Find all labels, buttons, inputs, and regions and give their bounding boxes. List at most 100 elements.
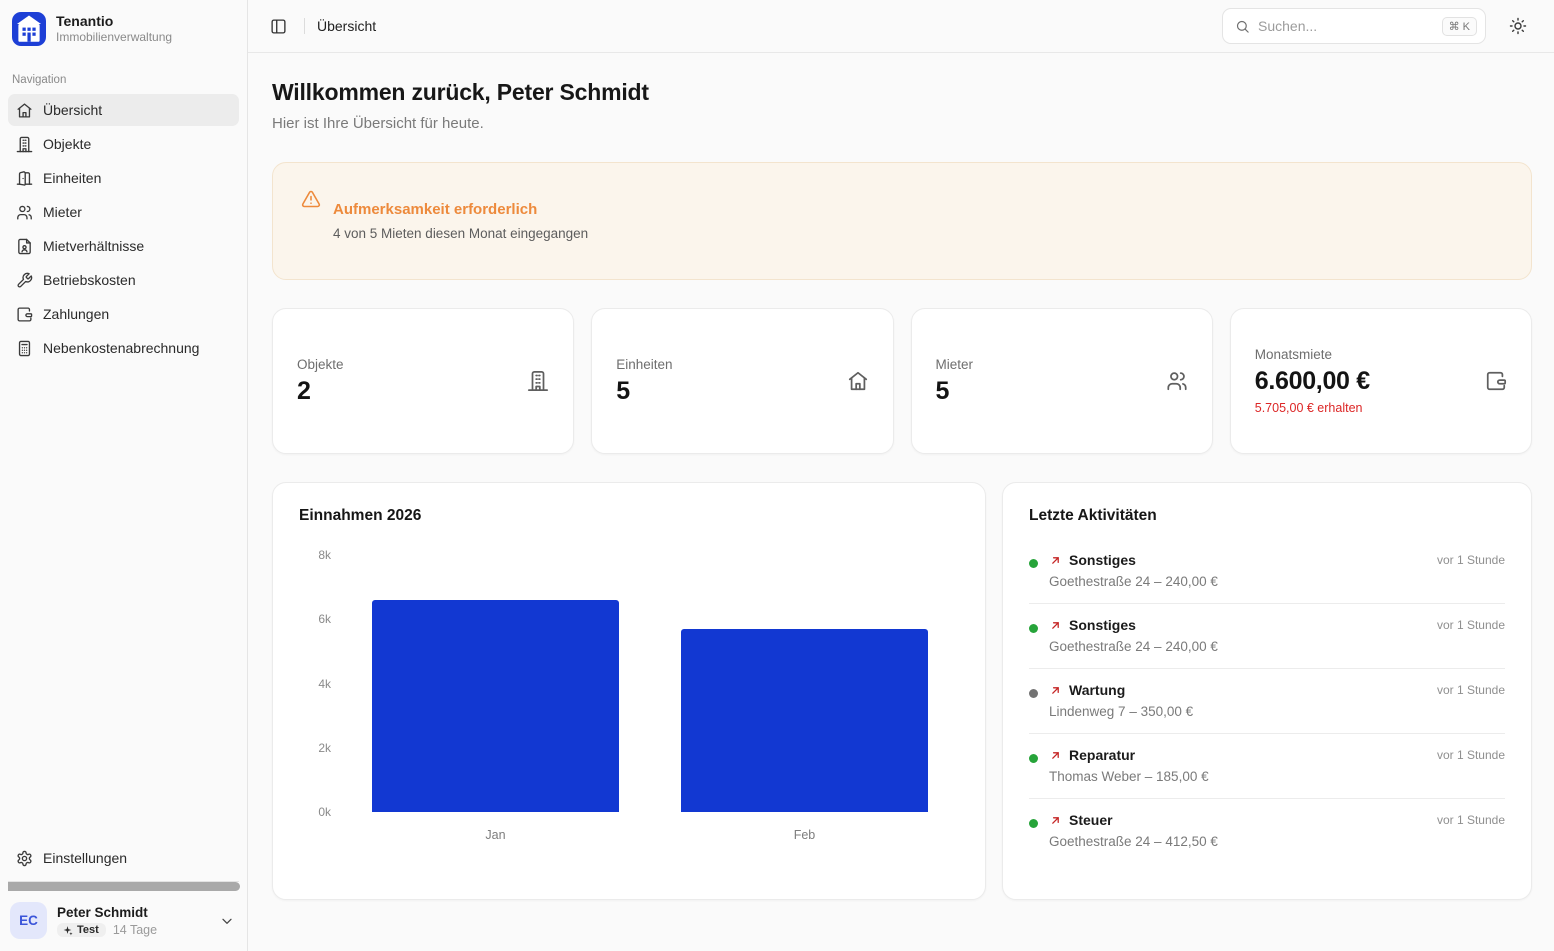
activity-detail: Thomas Weber – 185,00 € xyxy=(1049,769,1209,784)
activities-title: Letzte Aktivitäten xyxy=(1029,507,1157,524)
warning-triangle-icon xyxy=(301,189,321,209)
search-shortcut-kbd: ⌘ K xyxy=(1441,16,1477,36)
arrow-up-right-icon xyxy=(1049,749,1062,762)
page-subtitle: Hier ist Ihre Übersicht für heute. xyxy=(272,115,484,132)
sidebar-item-nebenkostenabrechnung[interactable]: Nebenkostenabrechnung xyxy=(8,332,239,364)
gear-icon xyxy=(16,850,33,867)
chart-plot xyxy=(341,555,959,812)
sidebar-item-einstellungen[interactable]: Einstellungen xyxy=(8,841,239,875)
stat-label: Mieter xyxy=(935,356,974,372)
main-column: Übersicht ⌘ K Willkommen zurück, Peter S… xyxy=(248,0,1554,951)
wrench-icon xyxy=(16,272,33,289)
activity-item[interactable]: Reparatur vor 1 Stunde Thomas Weber – 18… xyxy=(1029,734,1505,799)
activity-detail: Lindenweg 7 – 350,00 € xyxy=(1049,704,1194,719)
bar-jan[interactable] xyxy=(371,599,620,812)
bar-chart: 8k 6k 4k 2k 0k Jan Feb xyxy=(299,548,959,842)
activity-time: vor 1 Stunde xyxy=(1436,748,1505,762)
trial-days: 14 Tage xyxy=(112,923,158,938)
sidebar-item-label: Mietverhältnisse xyxy=(43,238,145,254)
topbar-divider xyxy=(304,18,305,34)
sidebar-item-label: Betriebskosten xyxy=(43,272,136,288)
wallet-icon xyxy=(16,306,33,323)
sidebar-item-label: Übersicht xyxy=(43,102,103,118)
sidebar-item-label: Mieter xyxy=(43,204,82,220)
search-icon xyxy=(1235,19,1250,34)
topbar: Übersicht ⌘ K xyxy=(248,0,1554,53)
activity-title: Wartung xyxy=(1069,682,1126,698)
user-name: Peter Schmidt xyxy=(57,904,148,920)
plan-badge: Test xyxy=(57,923,106,938)
activity-title: Sonstiges xyxy=(1069,617,1136,633)
sidebar-item-zahlungen[interactable]: Zahlungen xyxy=(8,298,239,330)
status-dot xyxy=(1029,754,1038,763)
sidebar: Tenantio Immobilienverwaltung Navigation… xyxy=(0,0,248,951)
search-box[interactable]: ⌘ K xyxy=(1222,8,1486,44)
app-brand[interactable]: Tenantio Immobilienverwaltung xyxy=(0,0,247,56)
door-open-icon xyxy=(16,170,33,187)
activity-title: Reparatur xyxy=(1069,747,1136,763)
sidebar-toggle-button[interactable] xyxy=(264,12,292,40)
status-dot xyxy=(1029,559,1038,568)
sidebar-nav: Übersicht Objekte Einheiten Mieter Mietv… xyxy=(0,92,247,841)
stat-card-objekte: Objekte 2 xyxy=(272,308,575,454)
activity-detail: Goethestraße 24 – 240,00 € xyxy=(1049,574,1218,589)
breadcrumb: Übersicht xyxy=(317,18,377,34)
sidebar-item-mietverhältnisse[interactable]: Mietverhältnisse xyxy=(8,230,239,262)
status-dot xyxy=(1029,624,1038,633)
sidebar-item-einheiten[interactable]: Einheiten xyxy=(8,162,239,194)
status-dot xyxy=(1029,689,1038,698)
users-icon xyxy=(16,204,33,221)
building-icon xyxy=(527,370,549,392)
y-tick-label: 6k xyxy=(318,612,331,627)
arrow-up-right-icon xyxy=(1049,554,1062,567)
sidebar-item-objekte[interactable]: Objekte xyxy=(8,128,239,160)
x-tick-label: Jan xyxy=(485,828,506,842)
chart-y-axis: 8k 6k 4k 2k 0k xyxy=(299,548,341,819)
stat-label: Monatsmiete xyxy=(1254,347,1333,362)
horizontal-scrollbar-thumb[interactable] xyxy=(8,882,240,891)
sidebar-item-betriebskosten[interactable]: Betriebskosten xyxy=(8,264,239,296)
stat-card-mieter: Mieter 5 xyxy=(910,308,1213,454)
stat-card-einheiten: Einheiten 5 xyxy=(591,308,894,454)
file-user-icon xyxy=(16,238,33,255)
activity-detail: Goethestraße 24 – 412,50 € xyxy=(1049,834,1218,849)
activities-card: Letzte Aktivitäten Sonstiges vor 1 Stund… xyxy=(1002,482,1532,900)
panel-left-icon xyxy=(270,18,287,35)
activity-item[interactable]: Wartung vor 1 Stunde Lindenweg 7 – 350,0… xyxy=(1029,669,1505,734)
settings-label: Einstellungen xyxy=(43,850,128,866)
chart-x-axis: Jan Feb xyxy=(341,828,959,842)
activity-detail: Goethestraße 24 – 240,00 € xyxy=(1049,639,1218,654)
page-content: Willkommen zurück, Peter Schmidt Hier is… xyxy=(248,53,1554,951)
bar-feb[interactable] xyxy=(680,628,929,812)
arrow-up-right-icon xyxy=(1049,619,1062,632)
calculator-icon xyxy=(16,340,33,357)
chart-title: Einnahmen 2026 xyxy=(299,507,422,524)
home-icon xyxy=(16,102,33,119)
alert-title: Aufmerksamkeit erforderlich xyxy=(333,201,538,218)
home-icon xyxy=(847,370,869,392)
sun-icon xyxy=(1509,17,1527,35)
page-title: Willkommen zurück, Peter Schmidt xyxy=(272,79,649,105)
sparkles-icon xyxy=(62,925,73,936)
activity-item[interactable]: Sonstiges vor 1 Stunde Goethestraße 24 –… xyxy=(1029,604,1505,669)
stat-label: Einheiten xyxy=(616,356,673,372)
arrow-up-right-icon xyxy=(1049,814,1062,827)
theme-toggle-button[interactable] xyxy=(1504,12,1532,40)
y-tick-label: 0k xyxy=(318,805,331,819)
search-input[interactable] xyxy=(1258,18,1434,34)
app-logo xyxy=(12,12,46,46)
activity-item[interactable]: Steuer vor 1 Stunde Goethestraße 24 – 41… xyxy=(1029,799,1505,863)
y-tick-label: 2k xyxy=(318,740,331,755)
app-subtitle: Immobilienverwaltung xyxy=(56,30,173,45)
sidebar-item-mieter[interactable]: Mieter xyxy=(8,196,239,228)
sidebar-item-label: Objekte xyxy=(43,136,92,152)
y-tick-label: 8k xyxy=(318,548,331,562)
sidebar-divider xyxy=(8,881,239,882)
stat-value: 2 xyxy=(297,376,311,405)
chevron-down-icon xyxy=(219,913,235,929)
activity-item[interactable]: Sonstiges vor 1 Stunde Goethestraße 24 –… xyxy=(1029,539,1505,604)
sidebar-item-übersicht[interactable]: Übersicht xyxy=(8,94,239,126)
user-menu[interactable]: EC Peter Schmidt Test 14 Tage xyxy=(0,893,247,951)
activity-time: vor 1 Stunde xyxy=(1436,553,1505,567)
